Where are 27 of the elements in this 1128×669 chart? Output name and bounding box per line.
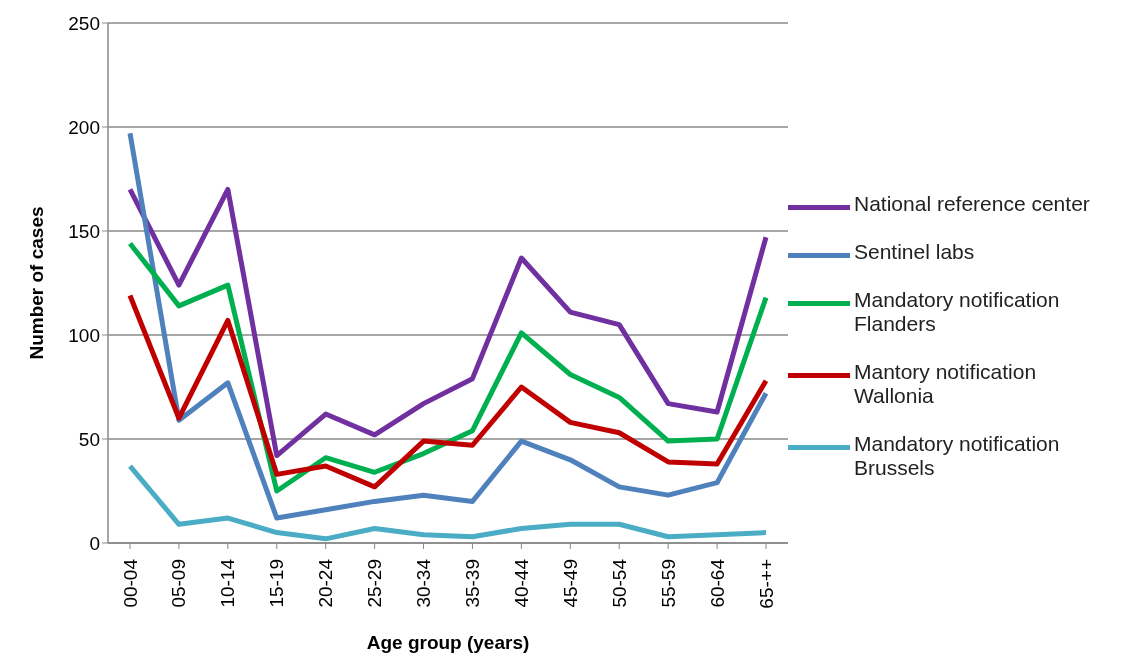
- y-tick-label: 150: [68, 220, 100, 242]
- legend-label: Sentinel labs: [854, 239, 975, 264]
- legend-label: Mandatory notification Brussels: [854, 431, 1061, 480]
- x-tick-label: 05-09: [168, 559, 190, 608]
- x-tick-label: 25-29: [364, 559, 386, 608]
- x-tick-label: 30-34: [413, 558, 435, 608]
- y-tick-label: 0: [89, 532, 100, 554]
- x-tick-label: 65-++: [755, 559, 777, 609]
- x-tick-label: 35-39: [461, 559, 483, 608]
- x-tick-label: 60-64: [706, 558, 728, 608]
- y-tick-label: 50: [78, 428, 100, 450]
- y-tick-label: 200: [68, 116, 100, 138]
- y-tick-label: 100: [68, 324, 100, 346]
- x-tick-label: 15-19: [266, 559, 288, 608]
- x-tick-label: 10-14: [217, 558, 239, 608]
- x-tick-label: 20-24: [315, 558, 337, 608]
- x-axis-title: Age group (years): [366, 632, 530, 653]
- legend-label: National reference center: [854, 191, 1090, 216]
- x-tick-label: 00-04: [119, 558, 141, 608]
- x-tick-label: 55-59: [657, 559, 679, 608]
- x-tick-label: 50-54: [608, 558, 630, 608]
- legend-label: Mandatory notification Flanders: [854, 287, 1061, 336]
- legend-label: Mantory notification Wallonia: [854, 359, 1038, 408]
- y-axis-title: Number of cases: [25, 206, 47, 360]
- x-tick-label: 45-49: [559, 559, 581, 608]
- y-tick-label: 250: [68, 12, 100, 34]
- x-tick-label: 40-44: [510, 558, 532, 608]
